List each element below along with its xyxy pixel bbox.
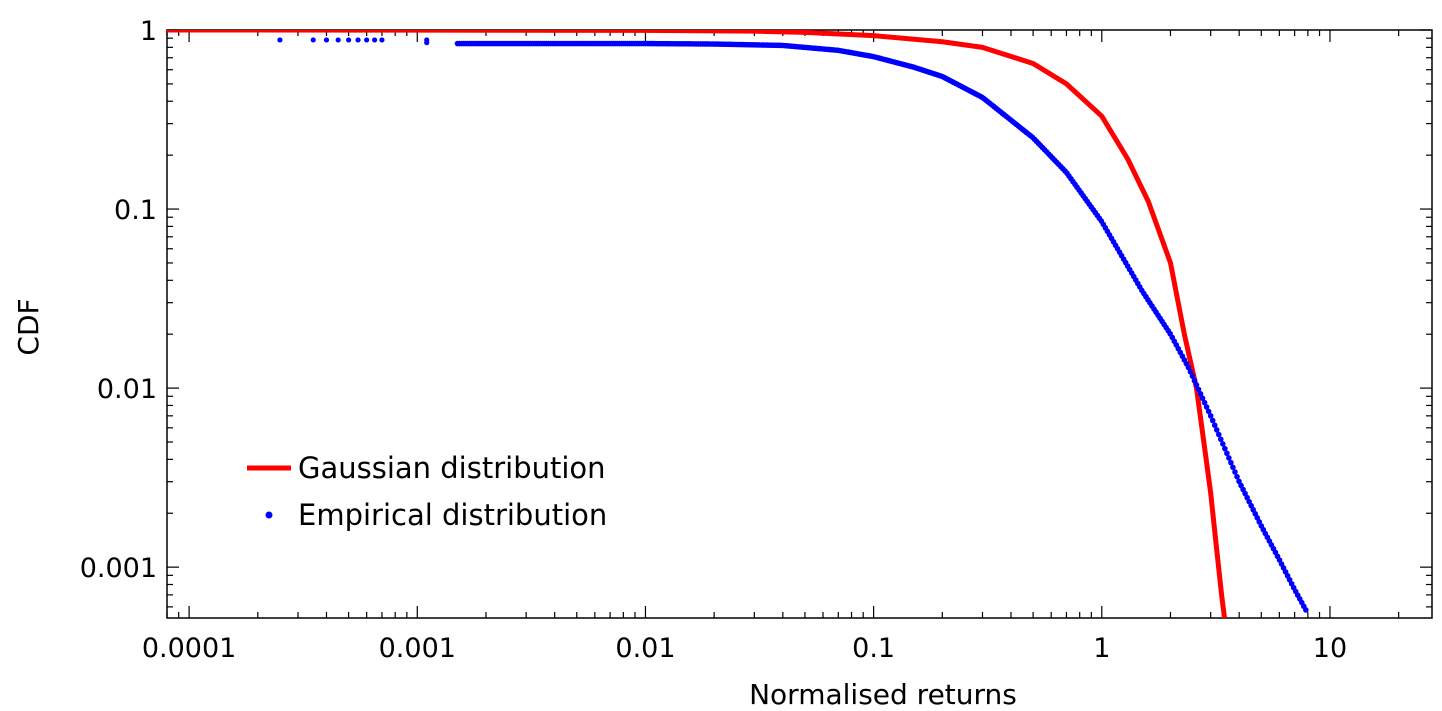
x-tick-label: 0.001: [379, 633, 456, 664]
legend-swatch-empirical: [265, 511, 273, 519]
empirical-point: [1207, 413, 1214, 419]
x-tick-label: 0.1: [852, 633, 895, 664]
empirical-point: [1195, 386, 1202, 393]
empirical-point: [1205, 408, 1212, 415]
series-layer: [167, 30, 1309, 618]
empirical-point: [310, 37, 316, 43]
empirical-point: [1211, 422, 1218, 429]
empirical-point: [1199, 395, 1206, 402]
empirical-point: [1187, 368, 1194, 375]
empirical-point: [277, 37, 283, 43]
empirical-point: [1213, 427, 1220, 433]
empirical-point: [379, 37, 385, 43]
empirical-point: [1224, 450, 1230, 457]
empirical-series-points: [277, 37, 1309, 613]
empirical-point: [345, 37, 352, 43]
y-tick-label: 0.1: [114, 195, 157, 226]
empirical-point: [1197, 391, 1204, 397]
x-tick-label: 0.01: [615, 633, 675, 664]
x-tick-label: 10: [1313, 633, 1347, 664]
empirical-point: [1209, 417, 1216, 424]
empirical-point: [424, 40, 430, 46]
gaussian-series-line: [167, 30, 1227, 618]
empirical-point: [1230, 464, 1236, 471]
empirical-point: [1234, 473, 1240, 480]
empirical-point: [1222, 445, 1228, 452]
legend-label-gaussian: Gaussian distribution: [298, 451, 606, 485]
y-tick-label: 0.01: [97, 374, 157, 405]
empirical-point: [1228, 459, 1234, 466]
empirical-point: [355, 37, 361, 43]
y-tick-label: 1: [140, 16, 157, 47]
empirical-point: [1185, 364, 1192, 371]
y-tick-label: 0.001: [80, 553, 157, 584]
x-tick-label: 1: [1093, 633, 1110, 664]
empirical-point: [1220, 441, 1226, 447]
empirical-point: [1217, 436, 1224, 443]
empirical-point: [371, 37, 378, 43]
legend: Gaussian distribution Empirical distribu…: [247, 451, 607, 532]
empirical-point: [1191, 377, 1198, 384]
empirical-point: [1189, 373, 1196, 379]
empirical-point: [1201, 399, 1208, 406]
empirical-point: [1226, 455, 1232, 461]
empirical-point: [1193, 382, 1200, 388]
y-tick-labels: 0.001 0.01 0.1 1: [80, 16, 157, 584]
y-axis-title: CDF: [12, 298, 45, 355]
empirical-point: [323, 37, 330, 43]
empirical-point: [1303, 607, 1309, 613]
x-tick-labels: 0.0001 0.001 0.01 0.1 1 10: [142, 633, 1347, 664]
legend-label-empirical: Empirical distribution: [298, 498, 607, 532]
empirical-point: [1203, 404, 1210, 410]
empirical-point: [364, 37, 370, 43]
empirical-point: [1215, 431, 1222, 438]
x-axis-title: Normalised returns: [749, 678, 1017, 711]
empirical-point: [335, 37, 341, 43]
empirical-point: [1232, 469, 1238, 475]
x-tick-label: 0.0001: [142, 633, 236, 664]
